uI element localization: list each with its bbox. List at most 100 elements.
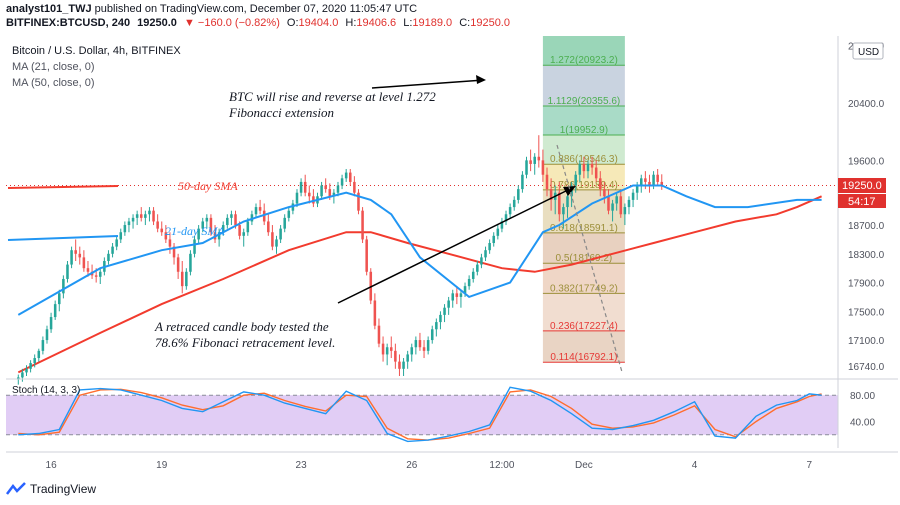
candle-body[interactable]: [234, 214, 237, 226]
candle-body[interactable]: [652, 174, 655, 186]
candle-body[interactable]: [447, 300, 450, 308]
candle-body[interactable]: [344, 172, 348, 179]
candle-body[interactable]: [320, 185, 323, 197]
currency-label[interactable]: USD: [858, 47, 879, 58]
candle-body[interactable]: [365, 239, 368, 272]
candle-body[interactable]: [115, 239, 118, 247]
candle-body[interactable]: [238, 225, 241, 236]
candle-body[interactable]: [164, 232, 168, 240]
candle-body[interactable]: [660, 181, 664, 186]
candle-body[interactable]: [197, 228, 200, 240]
candle-body[interactable]: [152, 210, 155, 222]
candle-body[interactable]: [21, 372, 24, 378]
candle-body[interactable]: [414, 340, 418, 348]
candle-body[interactable]: [484, 250, 487, 258]
candle-body[interactable]: [418, 340, 422, 348]
candle-body[interactable]: [533, 156, 536, 164]
candle-body[interactable]: [58, 293, 61, 305]
candle-body[interactable]: [525, 160, 528, 175]
candle-body[interactable]: [131, 217, 135, 222]
candle-body[interactable]: [398, 361, 401, 369]
legend-ma21[interactable]: MA (21, close, 0): [12, 61, 95, 73]
candle-body[interactable]: [537, 156, 541, 161]
candle-body[interactable]: [209, 217, 213, 233]
candle-body[interactable]: [242, 232, 245, 236]
candle-body[interactable]: [443, 307, 446, 315]
candle-body[interactable]: [357, 192, 360, 211]
candle-body[interactable]: [435, 322, 438, 330]
candle-body[interactable]: [139, 214, 143, 218]
candle-body[interactable]: [25, 368, 28, 373]
candle-body[interactable]: [324, 185, 327, 190]
candle-body[interactable]: [582, 163, 586, 172]
candle-body[interactable]: [619, 196, 623, 215]
candle-body[interactable]: [41, 340, 45, 351]
candle-body[interactable]: [123, 225, 127, 233]
candle-body[interactable]: [193, 239, 196, 254]
candle-body[interactable]: [66, 264, 69, 279]
candle-body[interactable]: [53, 304, 57, 318]
candle-body[interactable]: [349, 172, 352, 182]
candle-body[interactable]: [49, 317, 53, 330]
currency-button[interactable]: USD: [852, 42, 884, 60]
candle-body[interactable]: [328, 189, 332, 197]
candle-body[interactable]: [558, 192, 561, 215]
candle-body[interactable]: [488, 243, 491, 251]
candle-body[interactable]: [439, 314, 442, 323]
candle-body[interactable]: [148, 210, 151, 215]
candle-body[interactable]: [545, 174, 549, 190]
candle-body[interactable]: [385, 347, 389, 355]
candle-body[interactable]: [500, 221, 504, 229]
candle-body[interactable]: [504, 214, 508, 222]
candle-body[interactable]: [615, 196, 618, 204]
candle-body[interactable]: [512, 199, 516, 208]
publisher-name[interactable]: analyst101_TWJ: [6, 3, 92, 15]
candle-body[interactable]: [86, 268, 90, 272]
candle-body[interactable]: [119, 232, 123, 240]
fib-tool[interactable]: 1.272(20923.2) 1.1129(20355.6) 1(19952.9) 0…: [542, 36, 625, 363]
candle-body[interactable]: [471, 271, 475, 279]
candle-body[interactable]: [262, 210, 266, 222]
candle-body[interactable]: [127, 221, 131, 226]
candle-body[interactable]: [640, 178, 643, 186]
candle-body[interactable]: [267, 221, 270, 233]
candle-body[interactable]: [156, 221, 159, 229]
candle-body[interactable]: [373, 300, 377, 326]
candle-body[interactable]: [361, 210, 364, 240]
candle-body[interactable]: [62, 278, 65, 294]
candle-body[interactable]: [541, 160, 545, 175]
candle-body[interactable]: [340, 178, 344, 186]
candle-body[interactable]: [463, 286, 467, 294]
candle-body[interactable]: [180, 271, 184, 287]
candle-body[interactable]: [517, 189, 520, 200]
candle-body[interactable]: [70, 250, 73, 265]
candle-body[interactable]: [656, 174, 659, 182]
candle-body[interactable]: [402, 361, 405, 369]
candle-body[interactable]: [451, 293, 455, 301]
candle-body[interactable]: [82, 257, 86, 269]
candle-body[interactable]: [332, 192, 336, 197]
candle-body[interactable]: [521, 174, 524, 190]
candle-body[interactable]: [189, 253, 192, 272]
candle-body[interactable]: [74, 250, 77, 254]
candle-body[interactable]: [599, 178, 602, 190]
candle-body[interactable]: [107, 253, 110, 261]
candle-body[interactable]: [312, 196, 315, 204]
candle-body[interactable]: [594, 167, 598, 179]
currency-button-bg[interactable]: [852, 42, 884, 60]
candle-body[interactable]: [627, 199, 631, 208]
candle-body[interactable]: [45, 329, 49, 341]
candle-body[interactable]: [648, 181, 651, 186]
candle-body[interactable]: [271, 232, 274, 247]
tradingview-brand[interactable]: TradingView: [6, 482, 96, 496]
candle-body[interactable]: [611, 203, 614, 211]
candle-body[interactable]: [406, 354, 409, 362]
candle-body[interactable]: [221, 225, 225, 233]
candle-body[interactable]: [295, 192, 299, 204]
candle-body[interactable]: [422, 347, 426, 351]
candle-body[interactable]: [410, 347, 414, 355]
candle-body[interactable]: [336, 185, 340, 193]
candle-body[interactable]: [258, 207, 262, 211]
candle-body[interactable]: [381, 343, 385, 355]
